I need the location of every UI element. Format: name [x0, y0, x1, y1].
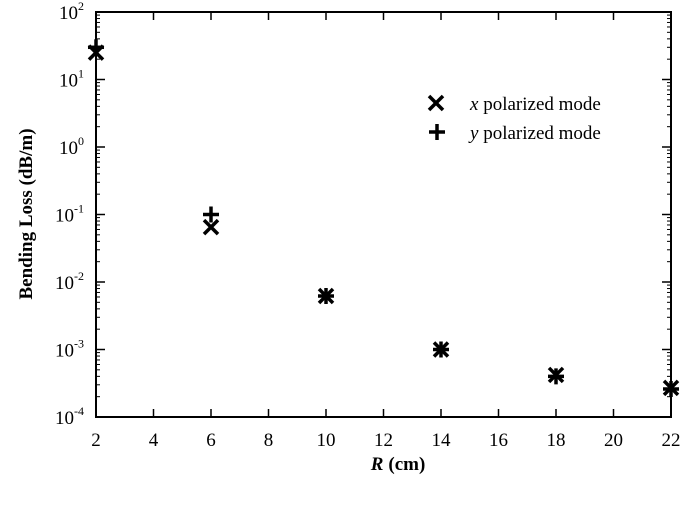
y-mode-point — [88, 39, 104, 56]
x-tick-label: 2 — [91, 430, 101, 451]
y-tick-label: 10-1 — [55, 202, 84, 227]
y-axis-title: Bending Loss (dB/m) — [16, 128, 37, 299]
x-tick-label: 16 — [489, 430, 508, 451]
legend-y-var: y — [468, 123, 479, 144]
legend: x polarized mode y polarized mode — [427, 94, 601, 144]
y-tick-base: 10 — [59, 3, 78, 24]
y-tick-exponent: -3 — [74, 337, 84, 351]
x-tick-label: 14 — [432, 430, 452, 451]
y-tick-base: 10 — [59, 71, 78, 92]
legend-x-text: polarized mode — [478, 94, 600, 115]
y-tick-exponent: -4 — [74, 404, 84, 418]
y-tick-label: 10-4 — [55, 404, 84, 429]
x-tick-label: 20 — [604, 430, 623, 451]
y-tick-label: 10-3 — [55, 337, 84, 362]
x-axis-unit: (cm) — [388, 454, 425, 475]
y-tick-exponent: -2 — [74, 269, 84, 283]
y-mode-point — [203, 206, 219, 223]
plot-frame — [95, 11, 672, 418]
y-tick-base: 10 — [59, 138, 78, 159]
y-tick-label: 100 — [59, 134, 84, 159]
y-tick-exponent: 1 — [78, 67, 84, 81]
y-tick-exponent: -1 — [74, 202, 84, 216]
data-markers — [87, 39, 680, 397]
y-tick-base: 10 — [55, 341, 74, 362]
legend-y-marker — [429, 124, 445, 140]
y-mode-point — [548, 368, 564, 385]
x-tick-label: 4 — [149, 430, 159, 451]
x-axis-title: R (cm) — [370, 454, 426, 475]
x-tick-label: 10 — [317, 430, 336, 451]
y-tick-base: 10 — [55, 206, 74, 227]
y-tick-label: 101 — [59, 67, 84, 92]
y-mode-point — [318, 288, 334, 305]
legend-label-y-mode: y polarized mode — [468, 123, 601, 144]
y-tick-base: 10 — [55, 408, 74, 429]
legend-label-x-mode: x polarized mode — [469, 94, 601, 115]
y-tick-label: 102 — [59, 0, 84, 24]
axis-tick-labels: 2 4 6 8 10 12 14 16 18 20 2210-410-310-210-1100101… — [55, 0, 681, 451]
legend-y-text: polarized mode — [478, 123, 600, 144]
x-tick-label: 22 — [662, 430, 681, 451]
y-tick-label: 10-2 — [55, 269, 84, 294]
y-mode-point — [433, 341, 449, 358]
legend-x-var: x — [469, 94, 479, 115]
y-tick-base: 10 — [55, 273, 74, 294]
x-axis-var: R — [370, 454, 384, 475]
legend-x-marker — [427, 94, 445, 112]
x-tick-label: 8 — [264, 430, 274, 451]
y-tick-exponent: 2 — [78, 0, 84, 13]
x-tick-label: 6 — [206, 430, 216, 451]
y-mode-point — [663, 380, 679, 397]
x-tick-label: 12 — [374, 430, 393, 451]
axis-ticks — [95, 11, 672, 418]
x-mode-point — [202, 218, 220, 236]
x-tick-label: 18 — [547, 430, 566, 451]
y-tick-exponent: 0 — [78, 134, 84, 148]
